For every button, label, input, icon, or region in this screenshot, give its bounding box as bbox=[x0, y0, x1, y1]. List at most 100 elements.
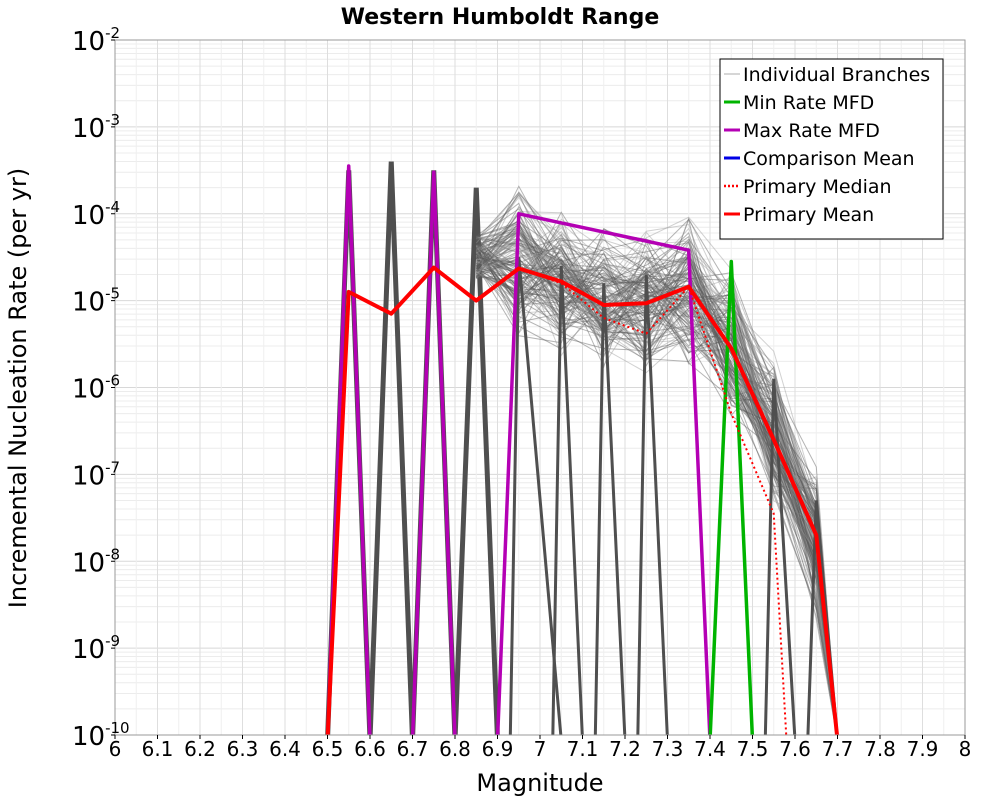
branch-line bbox=[475, 243, 838, 735]
branch-line bbox=[476, 248, 838, 735]
branch-line bbox=[476, 270, 838, 735]
branch-line bbox=[476, 216, 838, 735]
branch-line bbox=[476, 236, 838, 735]
branch-line bbox=[475, 246, 838, 735]
branch-line bbox=[475, 224, 838, 735]
y-tick-exponent: -8 bbox=[105, 545, 120, 563]
y-tick-label: 10-3 bbox=[72, 111, 120, 144]
branch-line bbox=[475, 235, 838, 735]
branch-line bbox=[476, 231, 838, 735]
x-axis-label: Magnitude bbox=[476, 769, 603, 797]
branch-line bbox=[476, 253, 838, 735]
branch-line bbox=[475, 239, 838, 735]
branch-line bbox=[475, 238, 838, 735]
x-tick-label: 7.4 bbox=[694, 737, 726, 761]
y-axis-ticks: 10-210-310-410-510-610-710-810-910-10 bbox=[72, 24, 130, 752]
x-tick-label: 6 bbox=[109, 737, 122, 761]
series-max-rate-mfd bbox=[325, 164, 712, 735]
branch-line bbox=[475, 244, 838, 735]
series-min-rate-mfd bbox=[708, 259, 755, 735]
legend-label: Primary Median bbox=[743, 176, 892, 198]
branch-line bbox=[476, 262, 838, 735]
y-tick-base: 10 bbox=[72, 375, 105, 405]
branch-line bbox=[475, 202, 838, 735]
legend-label: Primary Mean bbox=[743, 204, 874, 226]
series-layer bbox=[325, 164, 839, 735]
x-tick-label: 7.9 bbox=[907, 737, 939, 761]
y-tick-label: 10-8 bbox=[72, 545, 120, 578]
branch-line bbox=[475, 258, 838, 735]
y-tick-base: 10 bbox=[72, 548, 105, 578]
branch-spike bbox=[636, 274, 669, 735]
x-tick-label: 6.4 bbox=[269, 737, 301, 761]
y-tick-label: 10-7 bbox=[72, 458, 120, 491]
y-tick-exponent: -3 bbox=[105, 111, 120, 129]
branch-line bbox=[475, 232, 838, 735]
y-tick-label: 10-4 bbox=[72, 198, 120, 231]
branch-line bbox=[475, 246, 838, 735]
branch-line bbox=[475, 230, 838, 735]
branch-line bbox=[476, 221, 838, 735]
x-tick-label: 6.8 bbox=[439, 737, 471, 761]
branch-line bbox=[475, 237, 838, 735]
series-primary-mean bbox=[325, 265, 839, 735]
branch-line bbox=[475, 254, 838, 735]
y-tick-base: 10 bbox=[72, 635, 105, 665]
branch-spike bbox=[763, 378, 797, 735]
branch-line bbox=[475, 212, 838, 735]
branch-line bbox=[475, 234, 838, 735]
branch-line bbox=[475, 244, 838, 735]
branch-line bbox=[475, 248, 838, 735]
series-primary-median bbox=[518, 267, 788, 735]
branch-line bbox=[476, 246, 838, 735]
branch-line bbox=[475, 251, 838, 735]
branch-line bbox=[475, 239, 838, 735]
branch-line bbox=[476, 237, 838, 735]
branch-line bbox=[475, 223, 838, 735]
branch-line bbox=[476, 227, 838, 735]
branch-line bbox=[475, 232, 838, 735]
x-tick-label: 7.6 bbox=[779, 737, 811, 761]
branch-line bbox=[476, 231, 838, 735]
x-tick-label: 7.1 bbox=[567, 737, 599, 761]
x-tick-label: 8 bbox=[959, 737, 972, 761]
y-tick-exponent: -4 bbox=[105, 198, 120, 216]
branch-line bbox=[475, 237, 838, 735]
x-tick-label: 7.8 bbox=[864, 737, 896, 761]
branch-line bbox=[475, 185, 838, 735]
branch-line bbox=[476, 242, 838, 735]
legend: Individual Branches Min Rate MFD Max Rate … bbox=[719, 58, 944, 240]
y-tick-base: 10 bbox=[72, 201, 105, 231]
x-tick-label: 7.7 bbox=[822, 737, 854, 761]
x-tick-label: 7.2 bbox=[609, 737, 641, 761]
x-tick-label: 6.7 bbox=[397, 737, 429, 761]
branch-line bbox=[475, 248, 838, 735]
branch-line bbox=[475, 221, 838, 735]
branch-line bbox=[475, 236, 838, 735]
branch-line bbox=[475, 219, 838, 735]
branch-line bbox=[475, 250, 838, 735]
y-tick-base: 10 bbox=[72, 288, 105, 318]
branch-line bbox=[475, 212, 838, 735]
y-tick-base: 10 bbox=[72, 461, 105, 491]
branch-spike bbox=[551, 265, 584, 735]
branch-line bbox=[475, 248, 838, 735]
branch-line bbox=[475, 247, 838, 735]
branch-line bbox=[475, 240, 838, 735]
y-tick-exponent: -9 bbox=[105, 632, 120, 650]
y-tick-base: 10 bbox=[72, 27, 105, 57]
branch-line bbox=[475, 240, 838, 735]
branch-line bbox=[475, 232, 838, 735]
y-tick-label: 10-2 bbox=[72, 24, 120, 57]
branch-line bbox=[476, 244, 838, 735]
branch-line bbox=[475, 193, 838, 735]
branch-line bbox=[475, 218, 838, 735]
branch-line bbox=[475, 252, 838, 735]
y-tick-exponent: -6 bbox=[105, 372, 120, 390]
y-tick-label: 10-10 bbox=[72, 719, 130, 752]
branch-line bbox=[476, 217, 838, 735]
branch-line bbox=[475, 247, 838, 735]
y-tick-label: 10-9 bbox=[72, 632, 120, 665]
x-axis-ticks: 6 6.1 6.2 6.3 6.4 6.5 6.6 6.7 6.8 6.9 7 7.1 7.2 7.3 7.… bbox=[109, 735, 972, 761]
branch-line bbox=[475, 219, 838, 735]
